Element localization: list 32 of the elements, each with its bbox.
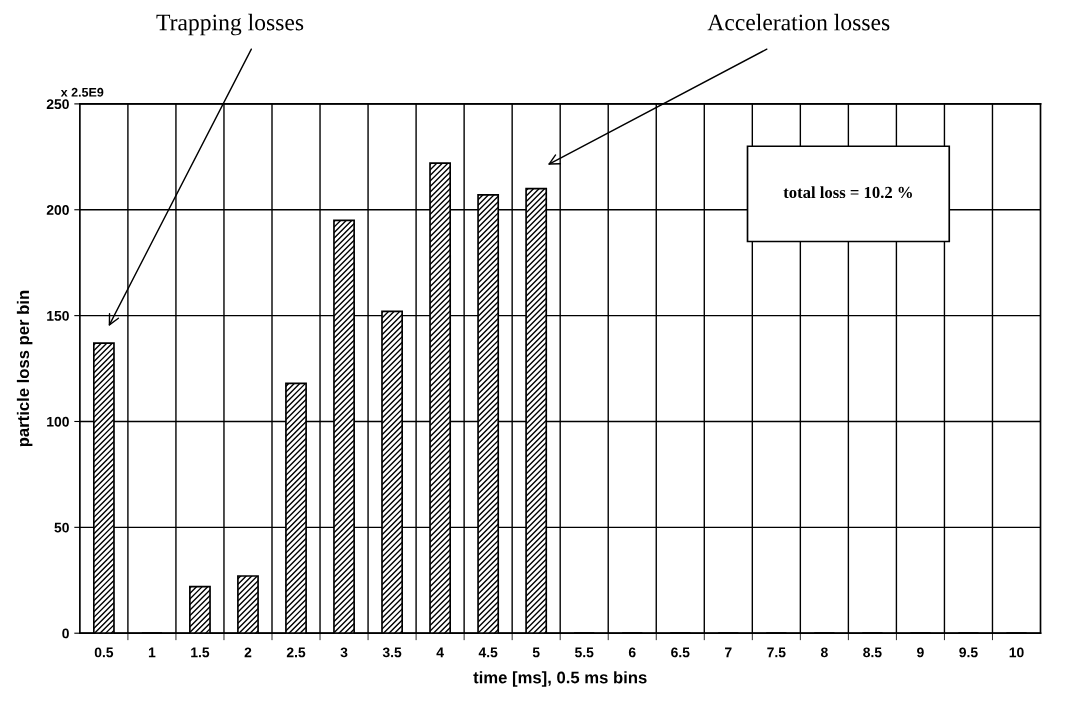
x-axis-title: time [ms], 0.5 ms bins: [473, 671, 647, 687]
text: x 2.5E9: [60, 87, 104, 97]
x-tick-label: 9.5: [959, 647, 978, 658]
x-tick-label: 2.5: [286, 647, 306, 658]
x-tick-label: 1.5: [191, 647, 210, 658]
y-tick-label: 150: [47, 310, 69, 321]
text: Trapping losses: [156, 13, 304, 36]
x-tick-label: 4.5: [478, 647, 498, 658]
x-tick-label: 5.5: [574, 647, 594, 658]
y-tick-label: 200: [46, 205, 69, 215]
x-tick-label: 5: [532, 647, 540, 658]
x-tick-label: 7: [725, 647, 732, 658]
y-tick-label: 250: [46, 99, 69, 110]
y-tick-label: 100: [47, 416, 69, 427]
x-tick-label: 4: [436, 647, 444, 658]
x-tick-label: 9: [917, 647, 924, 658]
x-tick-label: 3: [340, 647, 348, 658]
x-tick-label: 1: [148, 647, 156, 658]
x-tick-label: 0.5: [94, 647, 114, 658]
x-tick-label: 3.5: [382, 647, 402, 658]
y-tick-label: 50: [54, 522, 69, 533]
x-tick-label: 6.5: [671, 647, 690, 658]
x-tick-label: 8.5: [863, 647, 882, 658]
x-tick-label: 6: [628, 647, 636, 658]
x-tick-label: 8: [820, 647, 828, 658]
y-tick-label: 0: [62, 628, 69, 639]
x-tick-label: 7.5: [767, 647, 786, 658]
text: Acceleration losses: [707, 13, 890, 31]
x-tick-label: 2: [244, 647, 252, 658]
annotation: total loss = 10.2 %: [783, 186, 912, 199]
x-tick-label: 10: [1009, 647, 1024, 658]
y-axis-title: particle loss per bin: [16, 290, 33, 447]
